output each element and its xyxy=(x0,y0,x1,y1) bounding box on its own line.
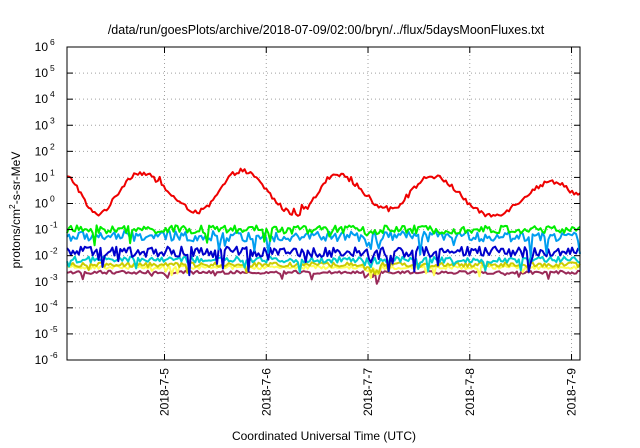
x-tick-label: 2018-7-6 xyxy=(259,368,273,416)
y-tick-label: 10 xyxy=(35,301,49,315)
chart-title: /data/run/goesPlots/archive/2018-07-09/0… xyxy=(108,23,545,37)
y-tick-label: 10 xyxy=(35,353,49,367)
y-tick-exponent: 5 xyxy=(50,63,55,73)
series-line-4 xyxy=(66,245,581,277)
y-tick-exponent: 2 xyxy=(50,141,55,151)
y-axis: 10 -610 -510 -410 -310 -210 -110 010 110 210 310 41… xyxy=(35,37,580,367)
y-tick-exponent: 1 xyxy=(50,167,55,177)
x-tick-label: 2018-7-7 xyxy=(361,368,375,416)
series-line-6 xyxy=(66,261,581,276)
y-tick-label: 10 xyxy=(35,66,49,80)
x-tick-label: 2018-7-8 xyxy=(463,368,477,416)
y-tick-label: 10 xyxy=(35,144,49,158)
y-tick-label: 10 xyxy=(35,40,49,54)
grid xyxy=(67,47,580,360)
y-tick-label: 10 xyxy=(35,327,49,341)
series-line-7 xyxy=(66,264,581,279)
y-tick-exponent: 0 xyxy=(50,194,55,204)
series-line-5 xyxy=(66,255,581,274)
x-tick-label: 2018-7-5 xyxy=(158,368,172,416)
series-line-2 xyxy=(66,224,581,247)
series-group xyxy=(66,167,581,285)
x-axis: 2018-7-5 2018-7-6 2018-7-7 2018-7-8 2018-7-9 xyxy=(158,47,579,416)
y-tick-label: 10 xyxy=(35,275,49,289)
y-axis-label: protons/cm2-s-sr-MeV xyxy=(7,152,23,269)
y-tick-exponent: 3 xyxy=(50,115,55,125)
y-tick-label: 10 xyxy=(35,170,49,184)
y-tick-exponent: 6 xyxy=(50,37,55,47)
y-tick-label: 10 xyxy=(35,118,49,132)
y-axis-label-text: protons/cm xyxy=(9,209,23,268)
y-tick-label: 10 xyxy=(35,92,49,106)
y-tick-exponent: -3 xyxy=(50,272,58,282)
y-tick-exponent: -2 xyxy=(50,246,58,256)
series-line-8 xyxy=(66,269,581,285)
x-tick-label: 2018-7-9 xyxy=(565,368,579,416)
y-tick-exponent: -5 xyxy=(50,324,58,334)
y-tick-label: 10 xyxy=(35,223,49,237)
y-axis-label-superscript: 2 xyxy=(7,204,17,209)
y-tick-exponent: -6 xyxy=(50,350,58,360)
y-tick-exponent: 4 xyxy=(50,89,55,99)
series-line-3 xyxy=(66,230,581,258)
x-axis-label: Coordinated Universal Time (UTC) xyxy=(232,429,416,443)
y-tick-exponent: -4 xyxy=(50,298,58,308)
y-tick-label: 10 xyxy=(35,197,49,211)
y-axis-label-text-2: -s-sr-MeV xyxy=(9,152,23,205)
y-tick-label: 10 xyxy=(35,249,49,263)
series-line-1 xyxy=(66,167,581,218)
y-tick-exponent: -1 xyxy=(50,220,58,230)
